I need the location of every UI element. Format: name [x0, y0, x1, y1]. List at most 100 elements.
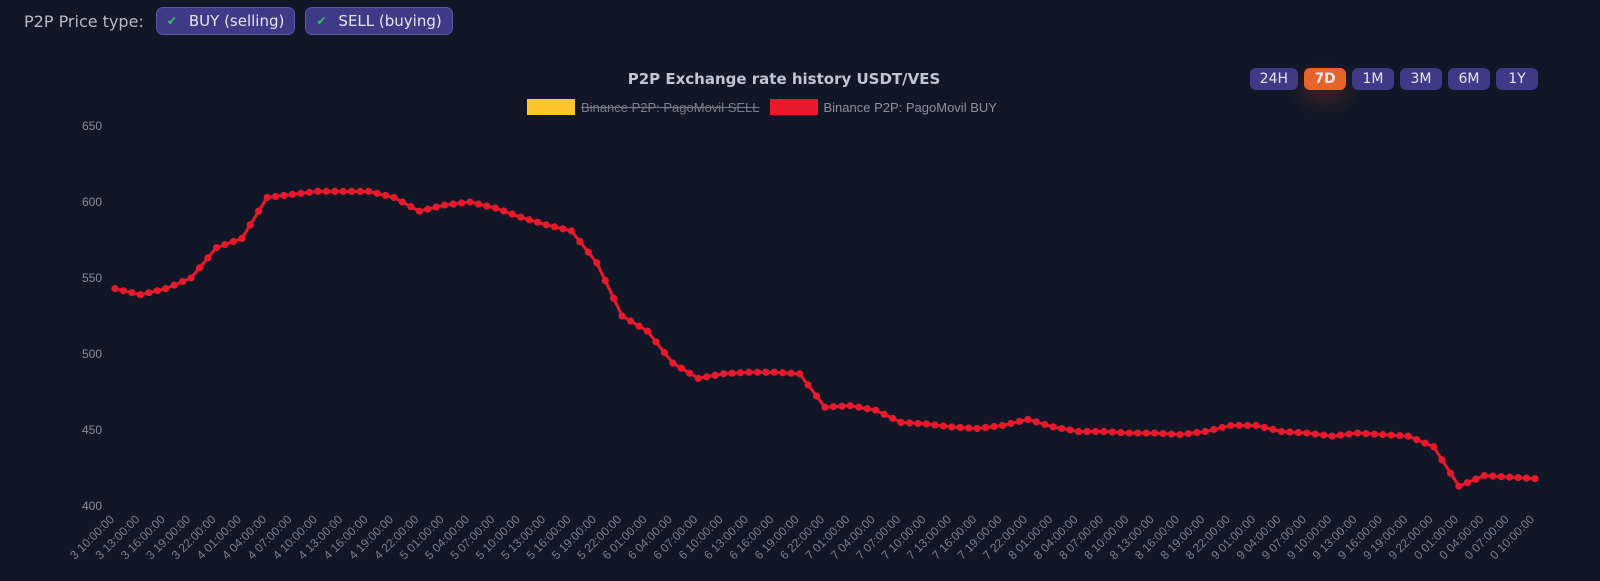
data-point[interactable] [610, 294, 618, 302]
data-point[interactable] [1336, 431, 1345, 439]
data-point[interactable] [1506, 473, 1514, 481]
data-point[interactable] [990, 422, 998, 431]
data-point[interactable] [314, 187, 322, 195]
data-point[interactable] [322, 187, 330, 195]
range-24h-button[interactable]: 24H [1249, 68, 1298, 90]
data-point[interactable] [1260, 423, 1269, 432]
data-point[interactable] [753, 368, 761, 376]
data-point[interactable] [424, 205, 432, 213]
data-point[interactable] [187, 274, 195, 282]
range-6m-button[interactable]: 6M [1448, 68, 1490, 90]
data-point[interactable] [305, 188, 314, 196]
data-point[interactable] [559, 225, 567, 233]
data-point[interactable] [703, 373, 711, 381]
data-point[interactable] [914, 419, 922, 428]
data-point[interactable] [263, 193, 271, 202]
data-point[interactable] [136, 291, 144, 299]
data-point[interactable] [601, 276, 609, 285]
data-point[interactable] [863, 405, 871, 413]
data-point[interactable] [652, 338, 660, 346]
data-point[interactable] [779, 369, 787, 377]
data-point[interactable] [1151, 429, 1159, 437]
data-point[interactable] [221, 240, 229, 249]
data-point[interactable] [1362, 429, 1370, 438]
data-point[interactable] [1497, 473, 1505, 481]
data-point[interactable] [398, 198, 406, 206]
data-point[interactable] [348, 187, 356, 195]
legend-item-sell[interactable]: Binance P2P: PagoMovil SELL [527, 99, 760, 115]
data-point[interactable] [500, 207, 508, 215]
data-point[interactable] [1184, 429, 1193, 438]
data-point[interactable] [381, 191, 390, 200]
data-point[interactable] [390, 193, 398, 202]
data-point[interactable] [1218, 423, 1226, 432]
data-point[interactable] [1413, 436, 1421, 444]
data-point[interactable] [1074, 427, 1083, 436]
data-point[interactable] [1100, 427, 1108, 436]
data-point[interactable] [1480, 472, 1488, 480]
data-point[interactable] [1117, 428, 1125, 437]
data-point[interactable] [905, 419, 914, 427]
data-point[interactable] [1421, 439, 1429, 447]
data-point[interactable] [1058, 424, 1066, 433]
data-point[interactable] [745, 368, 753, 376]
data-point[interactable] [432, 203, 440, 211]
data-point[interactable] [1370, 430, 1379, 438]
data-point[interactable] [407, 202, 415, 211]
data-point[interactable] [534, 218, 542, 226]
data-point[interactable] [635, 322, 643, 330]
range-1y-button[interactable]: 1Y [1496, 68, 1538, 90]
data-point[interactable] [1134, 429, 1142, 437]
data-point[interactable] [838, 402, 846, 410]
data-point[interactable] [1235, 421, 1243, 430]
data-point[interactable] [1142, 429, 1150, 437]
data-point[interactable] [1024, 415, 1032, 423]
data-point[interactable] [1472, 475, 1480, 483]
data-point[interactable] [1438, 456, 1446, 464]
data-point[interactable] [491, 204, 499, 212]
data-point[interactable] [1108, 428, 1116, 436]
data-point[interactable] [255, 207, 263, 215]
data-point[interactable] [973, 424, 981, 433]
data-point[interactable] [1159, 429, 1167, 438]
data-point[interactable] [1429, 443, 1438, 451]
data-point[interactable] [626, 317, 635, 325]
data-point[interactable] [660, 348, 669, 357]
data-point[interactable] [1007, 419, 1015, 428]
data-point[interactable] [1083, 427, 1091, 436]
data-point[interactable] [787, 369, 795, 377]
data-point[interactable] [1066, 426, 1074, 434]
data-point[interactable] [939, 422, 947, 430]
data-point[interactable] [1269, 425, 1277, 434]
data-point[interactable] [373, 189, 381, 197]
data-point[interactable] [288, 190, 297, 198]
data-point[interactable] [1463, 479, 1471, 487]
data-point[interactable] [1404, 432, 1412, 440]
data-point[interactable] [1286, 428, 1294, 436]
range-1m-button[interactable]: 1M [1352, 68, 1394, 90]
data-point[interactable] [179, 277, 187, 286]
data-point[interactable] [897, 418, 905, 426]
data-point[interactable] [770, 368, 778, 376]
data-point[interactable] [812, 392, 821, 400]
range-7d-button[interactable]: 7D [1304, 68, 1346, 90]
data-point[interactable] [736, 369, 745, 377]
data-point[interactable] [280, 191, 288, 200]
data-point[interactable] [711, 371, 719, 379]
data-point[interactable] [618, 312, 626, 320]
data-point[interactable] [153, 287, 161, 295]
data-point[interactable] [466, 198, 474, 206]
data-point[interactable] [364, 187, 373, 195]
data-point[interactable] [686, 369, 694, 377]
data-point[interactable] [855, 403, 863, 411]
data-point[interactable] [762, 368, 770, 376]
data-point[interactable] [872, 406, 880, 414]
data-point[interactable] [1320, 431, 1328, 439]
data-point[interactable] [804, 381, 812, 389]
data-point[interactable] [1531, 475, 1539, 483]
data-point[interactable] [542, 221, 550, 229]
data-point[interactable] [1455, 482, 1463, 490]
data-point[interactable] [339, 187, 347, 195]
data-point[interactable] [1446, 469, 1455, 477]
data-point[interactable] [677, 364, 685, 372]
